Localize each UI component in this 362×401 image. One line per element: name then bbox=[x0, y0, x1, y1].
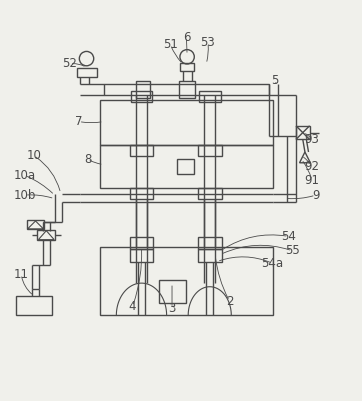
Text: 53: 53 bbox=[201, 36, 215, 49]
Text: 51: 51 bbox=[163, 38, 178, 51]
Bar bbox=[130, 249, 153, 261]
Text: 2: 2 bbox=[226, 295, 233, 308]
Text: 10b: 10b bbox=[13, 188, 36, 202]
Bar bbox=[136, 81, 151, 98]
Text: 91: 91 bbox=[304, 174, 320, 187]
Text: 54a: 54a bbox=[261, 257, 284, 270]
Text: 9: 9 bbox=[312, 188, 319, 202]
Bar bbox=[16, 296, 52, 316]
Bar bbox=[198, 188, 222, 199]
Bar bbox=[159, 279, 186, 303]
Bar bbox=[179, 81, 195, 98]
Text: 7: 7 bbox=[75, 115, 83, 128]
Text: 52: 52 bbox=[62, 57, 77, 71]
Bar bbox=[296, 126, 310, 140]
Bar bbox=[180, 63, 194, 71]
Text: 4: 4 bbox=[129, 300, 136, 313]
Text: 11: 11 bbox=[14, 267, 29, 281]
Bar bbox=[37, 230, 55, 240]
Text: 92: 92 bbox=[304, 160, 320, 173]
Bar bbox=[130, 145, 153, 156]
Bar bbox=[198, 249, 222, 261]
Text: 54: 54 bbox=[281, 230, 296, 243]
Bar bbox=[177, 159, 194, 174]
Bar bbox=[130, 188, 153, 199]
Bar bbox=[130, 237, 153, 249]
Bar bbox=[198, 237, 222, 249]
Bar bbox=[104, 85, 269, 95]
Bar bbox=[199, 91, 220, 102]
Bar bbox=[100, 145, 273, 188]
Text: 93: 93 bbox=[305, 133, 320, 146]
Bar bbox=[77, 68, 97, 77]
Text: 5: 5 bbox=[271, 74, 278, 87]
Bar bbox=[100, 100, 273, 145]
Bar bbox=[100, 247, 273, 316]
Text: 55: 55 bbox=[285, 244, 300, 257]
Text: 3: 3 bbox=[168, 302, 176, 315]
Text: 10a: 10a bbox=[14, 169, 36, 182]
Text: 10: 10 bbox=[26, 149, 41, 162]
Text: 6: 6 bbox=[183, 30, 190, 44]
Text: 8: 8 bbox=[84, 153, 91, 166]
Bar bbox=[26, 220, 45, 229]
Bar bbox=[198, 145, 222, 156]
Bar bbox=[131, 91, 152, 102]
